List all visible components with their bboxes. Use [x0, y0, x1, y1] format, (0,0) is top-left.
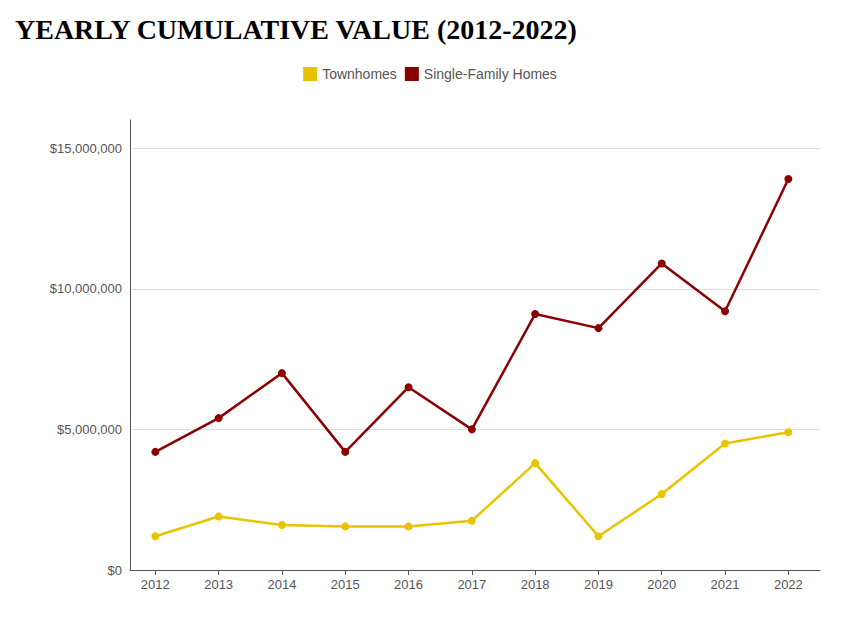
svg-text:$10,000,000: $10,000,000: [50, 281, 122, 296]
svg-text:$0: $0: [108, 563, 122, 578]
svg-text:2012: 2012: [141, 577, 170, 592]
svg-text:2015: 2015: [331, 577, 360, 592]
svg-text:2019: 2019: [584, 577, 613, 592]
svg-text:2020: 2020: [647, 577, 676, 592]
svg-text:$15,000,000: $15,000,000: [50, 141, 122, 156]
svg-text:2016: 2016: [394, 577, 423, 592]
svg-text:$5,000,000: $5,000,000: [57, 422, 122, 437]
svg-text:2017: 2017: [457, 577, 486, 592]
svg-text:2021: 2021: [711, 577, 740, 592]
svg-text:2014: 2014: [267, 577, 296, 592]
svg-text:YEARLY CUMULATIVE VALUE (2012-: YEARLY CUMULATIVE VALUE (2012-2022): [15, 14, 577, 45]
svg-text:2018: 2018: [521, 577, 550, 592]
svg-text:Townhomes: Townhomes: [322, 66, 397, 82]
svg-text:2013: 2013: [204, 577, 233, 592]
svg-text:2022: 2022: [774, 577, 803, 592]
svg-text:Single-Family Homes: Single-Family Homes: [424, 66, 557, 82]
